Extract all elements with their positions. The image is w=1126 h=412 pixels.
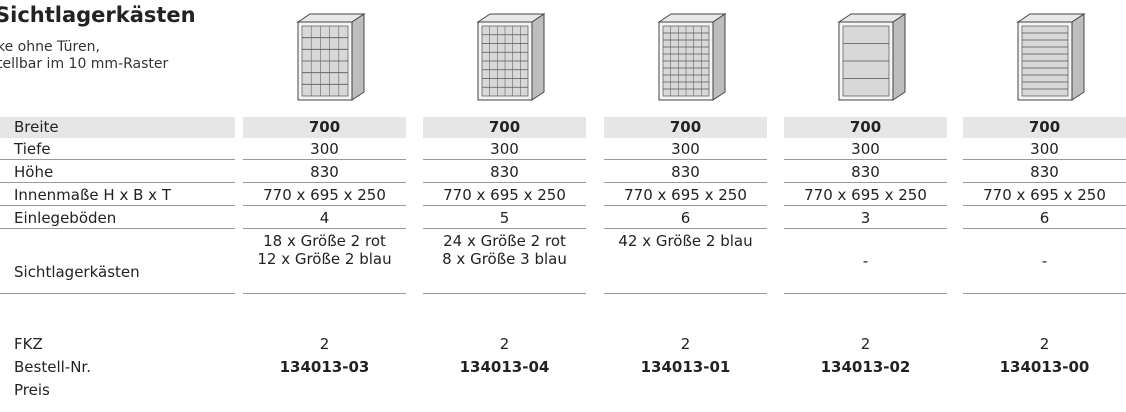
cell: 2 <box>319 335 330 353</box>
cell: 300 <box>423 138 586 160</box>
cell: 42 x Größe 2 blau <box>604 230 767 294</box>
icon-part <box>351 13 365 101</box>
cell: 700 <box>963 117 1126 138</box>
cell: 134013-04 <box>459 358 550 376</box>
cell: 18 x Größe 2 rot 12 x Größe 2 blau <box>243 230 406 294</box>
cell: 770 x 695 x 250 <box>963 184 1126 206</box>
cell-line: - <box>1041 252 1048 270</box>
cell: 134013-00 <box>999 358 1090 376</box>
cell: 770 x 695 x 250 <box>243 184 406 206</box>
subtitle: ke ohne Türen, <box>0 39 100 55</box>
cell: 2 <box>499 335 510 353</box>
cell: 3 <box>784 207 947 229</box>
cell: 5 <box>423 207 586 229</box>
cell: 300 <box>963 138 1126 160</box>
row-label: Bestell-Nr. <box>14 358 91 376</box>
cell: 770 x 695 x 250 <box>604 184 767 206</box>
cell-rule <box>243 293 406 294</box>
cell: 2 <box>860 335 871 353</box>
cell: 300 <box>784 138 947 160</box>
cell: 770 x 695 x 250 <box>784 184 947 206</box>
icon-part <box>712 13 726 101</box>
cell: 830 <box>604 161 767 183</box>
icon-part <box>531 13 545 101</box>
row-label: Innenmaße H x B x T <box>0 184 235 206</box>
cell: 134013-02 <box>820 358 911 376</box>
cell: - <box>963 230 1126 294</box>
row-label: Preis <box>14 381 50 399</box>
cell: 2 <box>680 335 691 353</box>
cell-line: 42 x Größe 2 blau <box>618 232 753 250</box>
cell: 830 <box>243 161 406 183</box>
cell-rule <box>784 293 947 294</box>
cell: 700 <box>784 117 947 138</box>
title: Sichtlagerkästen <box>0 3 196 27</box>
cell: 300 <box>604 138 767 160</box>
cell: 134013-01 <box>640 358 731 376</box>
cell: 4 <box>243 207 406 229</box>
cell-rule <box>604 293 767 294</box>
cell: 134013-03 <box>279 358 370 376</box>
cell-line: 18 x Größe 2 rot <box>263 232 386 250</box>
cell-line: 24 x Größe 2 rot <box>443 232 566 250</box>
row-label: Sichtlagerkästen <box>14 263 140 281</box>
row-label: Breite <box>0 117 235 138</box>
row-rule <box>0 293 235 294</box>
row-label: FKZ <box>14 335 43 353</box>
icon-part <box>1071 13 1085 101</box>
cell: 830 <box>423 161 586 183</box>
cell-rule <box>963 293 1126 294</box>
cell: 700 <box>604 117 767 138</box>
cell-line: 12 x Größe 2 blau <box>257 250 392 268</box>
cell: 700 <box>243 117 406 138</box>
cell: 2 <box>1039 335 1050 353</box>
cell: 830 <box>784 161 947 183</box>
cell: 770 x 695 x 250 <box>423 184 586 206</box>
cell: 6 <box>963 207 1126 229</box>
cell: 830 <box>963 161 1126 183</box>
cell: - <box>784 230 947 294</box>
cell-rule <box>423 293 586 294</box>
icon-part <box>892 13 906 101</box>
row-label: Einlegeböden <box>0 207 235 229</box>
cell: 24 x Größe 2 rot 8 x Größe 3 blau <box>423 230 586 294</box>
cell: 6 <box>604 207 767 229</box>
cell-line: 8 x Größe 3 blau <box>442 250 567 268</box>
cell: 700 <box>423 117 586 138</box>
subtitle: tellbar im 10 mm-Raster <box>0 56 169 72</box>
product-images <box>296 13 1086 101</box>
cell-line: - <box>862 252 869 270</box>
row-label: Höhe <box>0 161 235 183</box>
cell: 300 <box>243 138 406 160</box>
row-label: Tiefe <box>0 138 235 160</box>
